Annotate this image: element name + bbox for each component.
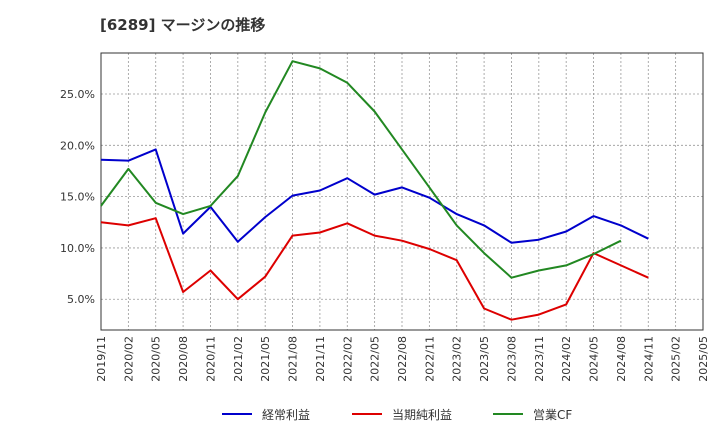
x-tick-label: 2024/02 xyxy=(560,336,573,382)
x-tick-label: 2019/11 xyxy=(95,336,108,382)
y-axis-ticks: 5.0% 10.0% 15.0% 20.0% 25.0% xyxy=(60,88,95,306)
x-tick-label: 2023/02 xyxy=(451,336,464,382)
x-axis-ticks: 2019/11 2020/02 2020/05 2020/08 2020/11 2021/… xyxy=(95,336,710,382)
y-tick-label: 15.0% xyxy=(60,191,95,204)
x-tick-label: 2020/11 xyxy=(204,336,217,382)
y-tick-label: 5.0% xyxy=(67,293,95,306)
chart-title: [6289] マージンの推移 xyxy=(100,16,266,34)
y-tick-label: 10.0% xyxy=(60,242,95,255)
x-tick-label: 2021/05 xyxy=(259,336,272,382)
x-tick-label: 2024/08 xyxy=(615,336,628,382)
x-tick-label: 2023/05 xyxy=(478,336,491,382)
legend-label: 営業CF xyxy=(533,408,572,422)
x-tick-label: 2020/05 xyxy=(150,336,163,382)
x-tick-label: 2020/02 xyxy=(122,336,135,382)
x-tick-label: 2022/02 xyxy=(341,336,354,382)
x-tick-label: 2025/02 xyxy=(670,336,683,382)
series-line xyxy=(100,217,649,321)
y-tick-label: 25.0% xyxy=(60,88,95,101)
x-tick-label: 2021/11 xyxy=(314,336,327,382)
x-tick-label: 2024/05 xyxy=(588,336,601,382)
series-line xyxy=(100,148,649,244)
legend: 経常利益 当期純利益 営業CF xyxy=(222,408,572,422)
x-tick-label: 2023/11 xyxy=(533,336,546,382)
x-tick-label: 2022/11 xyxy=(423,336,436,382)
x-tick-label: 2020/08 xyxy=(177,336,190,382)
x-tick-label: 2023/08 xyxy=(505,336,518,382)
x-tick-label: 2022/05 xyxy=(369,336,382,382)
series-lines xyxy=(100,60,649,321)
x-tick-label: 2025/05 xyxy=(697,336,710,382)
x-tick-label: 2022/08 xyxy=(396,336,409,382)
x-tick-label: 2024/11 xyxy=(642,336,655,382)
plot-frame xyxy=(100,52,704,331)
grid xyxy=(101,53,703,330)
legend-label: 当期純利益 xyxy=(392,408,452,422)
legend-label: 経常利益 xyxy=(262,408,310,422)
series-line xyxy=(100,60,622,279)
y-tick-label: 20.0% xyxy=(60,139,95,152)
x-tick-label: 2021/02 xyxy=(232,336,245,382)
x-tick-label: 2021/08 xyxy=(287,336,300,382)
